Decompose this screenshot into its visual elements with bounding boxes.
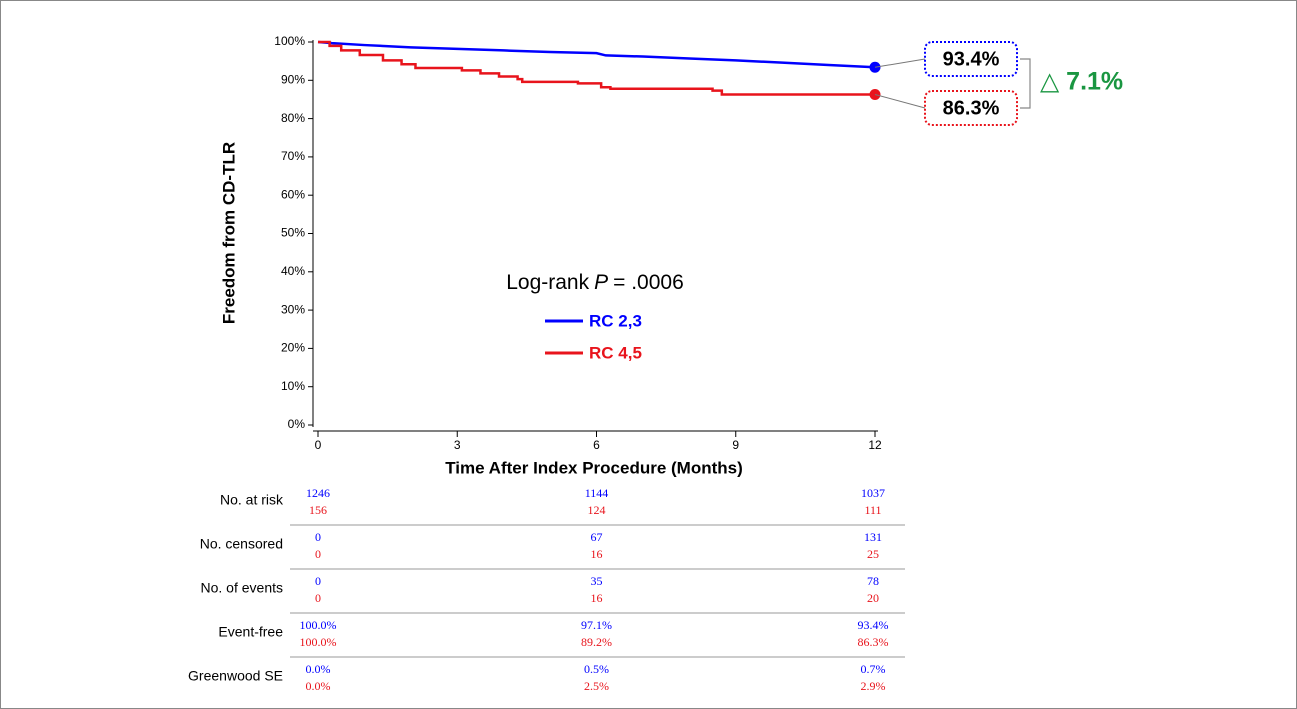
y-tick-label: 0% <box>288 417 306 431</box>
risk-value: 89.2% <box>581 635 612 649</box>
x-tick-label: 12 <box>868 438 882 452</box>
risk-value: 0 <box>315 530 321 544</box>
y-tick-label: 20% <box>281 341 305 355</box>
risk-value: 0 <box>315 547 321 561</box>
callout-box <box>924 41 1018 77</box>
risk-value: 124 <box>588 503 606 517</box>
risk-value: 93.4% <box>858 618 889 632</box>
y-tick-label: 60% <box>281 187 305 201</box>
risk-value: 78 <box>867 574 879 588</box>
risk-value: 111 <box>864 503 881 517</box>
legend-label: RC 2,3 <box>589 311 642 330</box>
risk-value: 16 <box>591 547 603 561</box>
difference-label: △ 7.1% <box>1040 68 1123 96</box>
risk-value: 35 <box>591 574 603 588</box>
annotation-part: P <box>594 271 608 294</box>
risk-value: 0.0% <box>306 679 331 693</box>
y-tick-label: 30% <box>281 302 305 316</box>
risk-row-label: No. censored <box>200 536 283 552</box>
risk-value: 100.0% <box>300 618 337 632</box>
x-tick-label: 9 <box>732 438 739 452</box>
y-axis-title: Freedom from CD-TLR <box>219 142 238 324</box>
callout-label: 86.3% <box>943 97 1000 119</box>
x-tick-label: 0 <box>315 438 322 452</box>
risk-value: 2.9% <box>861 679 886 693</box>
callout-line <box>874 58 926 68</box>
y-tick-label: 90% <box>281 72 305 86</box>
annotation: Log-rank P = .0006 <box>506 271 684 294</box>
risk-value: 2.5% <box>584 679 609 693</box>
y-tick-label: 10% <box>281 379 305 393</box>
y-tick-label: 50% <box>281 226 305 240</box>
annotation-part: = .0006 <box>613 271 684 294</box>
callout-line <box>874 93 926 109</box>
km-curve <box>318 40 875 96</box>
risk-value: 1246 <box>306 486 330 500</box>
km-curve <box>317 40 876 69</box>
risk-value: 100.0% <box>300 635 337 649</box>
risk-value: 0 <box>315 591 321 605</box>
risk-value: 97.1% <box>581 618 612 632</box>
risk-value: 156 <box>309 503 327 517</box>
annotation-part: Log-rank <box>506 271 589 294</box>
x-tick-label: 3 <box>454 438 461 452</box>
y-tick-label: 40% <box>281 264 305 278</box>
legend-label: RC 4,5 <box>589 343 642 362</box>
risk-row-label: Event-free <box>218 624 283 640</box>
risk-value: 67 <box>591 530 603 544</box>
risk-value: 25 <box>867 547 879 561</box>
bracket <box>1020 58 1031 109</box>
risk-value: 131 <box>864 530 882 544</box>
x-axis-title: Time After Index Procedure (Months) <box>445 458 743 477</box>
risk-value: 0.5% <box>584 662 609 676</box>
x-tick-label: 6 <box>593 438 600 452</box>
y-tick-label: 80% <box>281 111 305 125</box>
risk-value: 0.0% <box>306 662 331 676</box>
callout-label: 93.4% <box>943 48 1000 70</box>
risk-row-label: No. at risk <box>220 492 284 508</box>
y-tick-label: 70% <box>281 149 305 163</box>
risk-value: 0 <box>315 574 321 588</box>
risk-row-label: No. of events <box>201 580 284 596</box>
risk-value: 0.7% <box>861 662 886 676</box>
callout-box <box>924 90 1018 126</box>
risk-value: 16 <box>591 591 603 605</box>
risk-row-label: Greenwood SE <box>188 668 283 684</box>
risk-value: 1144 <box>585 486 609 500</box>
y-tick-label: 100% <box>274 34 305 48</box>
risk-value: 86.3% <box>858 635 889 649</box>
risk-value: 20 <box>867 591 879 605</box>
risk-value: 1037 <box>861 486 885 500</box>
